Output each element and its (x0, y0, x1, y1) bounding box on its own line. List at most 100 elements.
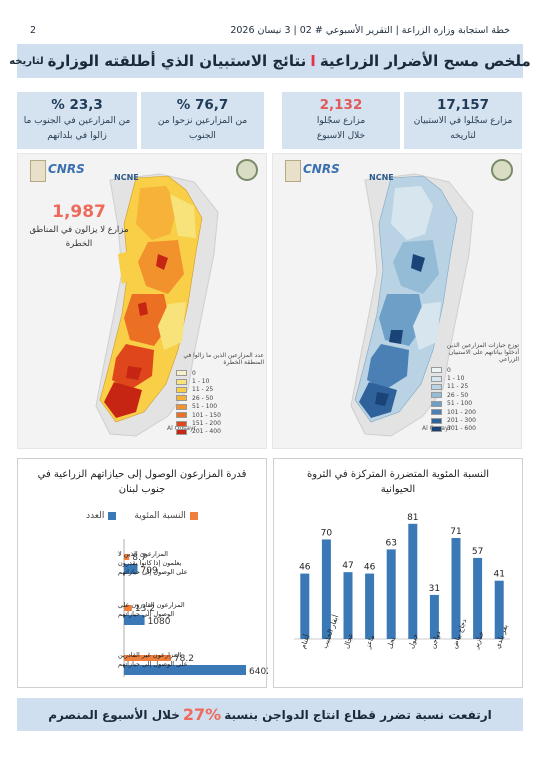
report-line: خطة استجابة وزارة الزراعة | التقرير الأس… (230, 24, 510, 36)
bar (365, 573, 375, 639)
bar (343, 572, 353, 639)
chart-legend: النسبة المئوية العدد (18, 511, 266, 521)
map-legend-holdings: توزع حيازات المزارعين الذين أدخلوا بيانا… (431, 342, 519, 433)
map-legend-danger: عدد المزارعين الذين ما زالوا في المنطقة … (176, 352, 264, 436)
bar (451, 538, 461, 639)
stat-card-remaining: % 23,3 من المزارعين في الجنوب ما زالوا ف… (17, 92, 137, 149)
legend-swatch (176, 403, 187, 410)
stamp-icon (30, 160, 46, 182)
legend-swatch (431, 417, 442, 424)
data-label: 71 (450, 527, 461, 537)
page-number: 2 (30, 24, 37, 36)
stat-label: مزارع سجّلوا (316, 116, 366, 126)
legend-swatch (176, 378, 187, 385)
footer-pct: 27% (182, 705, 222, 724)
stat-value: % 23,3 (51, 97, 103, 113)
ncne-logo: NCNE (369, 173, 394, 182)
legend-label: 26 - 50 (447, 391, 469, 399)
danger-zone-callout: 1,987 مزارع لا يزالون في المناطق الخطرة (24, 202, 134, 250)
legend-row: 11 - 25 (431, 383, 519, 391)
legend-title: عدد المزارعين الذين ما زالوا في المنطقة … (183, 352, 264, 366)
data-label-count: 1080 (148, 617, 171, 627)
bar-count (124, 615, 145, 625)
bar-pct (124, 605, 132, 611)
banner-title: ملخص مسح الأضرار الزراعية (319, 52, 531, 70)
stat-value: 17,157 (436, 97, 490, 113)
data-label: 63 (385, 538, 396, 548)
data-label: 57 (472, 547, 483, 557)
legend-title: توزع حيازات المزارعين الذين أدخلوا بيانا… (446, 342, 519, 363)
legend-label: 1 - 10 (192, 378, 210, 386)
banner-subtitle: نتائج الاستبيان الذي أطلقته الوزارة (47, 52, 307, 70)
stat-card-registered-total: 17,157 مزارع سجّلوا في الاستبيان لتاريخه (404, 92, 522, 149)
legend-row: 201 - 300 (431, 416, 519, 424)
stat-label: من المزارعين نزحوا من (157, 116, 248, 126)
chart-title: النسبة المئوية المتضررة المتركزة في الثر… (284, 467, 512, 497)
legend-label: 101 - 200 (447, 408, 476, 416)
legend-item-count: العدد (86, 511, 117, 521)
map-holdings-distribution: Al Qusayr CNRS NCNE توزع حيازات المزارعي… (272, 153, 522, 449)
legend-row: 101 - 150 (176, 411, 264, 419)
legend-label: 101 - 150 (192, 411, 221, 419)
ncne-logo: NCNE (114, 173, 139, 182)
chart-access-to-holdings: قدرة المزارعون الوصول إلى حيازاتهم الزرا… (17, 458, 268, 688)
bar (321, 539, 331, 639)
legend-swatch (176, 420, 187, 427)
footer-suffix: خلال الأسبوع المنصرم (48, 707, 180, 722)
ministry-seal-icon (491, 159, 513, 181)
bar (386, 549, 396, 639)
stamp-icon (285, 160, 301, 182)
legend-swatch (431, 375, 442, 382)
legend-row: 26 - 50 (176, 394, 264, 402)
legend-label: 11 - 25 (447, 383, 469, 391)
legend-swatch (431, 425, 442, 432)
banner-separator: I (310, 52, 316, 70)
category-label: نحل (386, 636, 398, 650)
legend-row: 1 - 10 (176, 377, 264, 385)
legend-row: 26 - 50 (431, 391, 519, 399)
data-label: 47 (342, 561, 353, 571)
map-place-label: Al Qusayr (167, 425, 197, 432)
bar-pct (124, 655, 171, 661)
data-label-pct: 13.2 (135, 604, 155, 614)
legend-swatch (176, 395, 187, 402)
category-label: المزارعون غير القادرين على الوصول إلى حيا… (118, 651, 188, 668)
legend-swatch (176, 370, 187, 377)
legend-row: 51 - 100 (176, 403, 264, 411)
footer-banner: ارتفعت نسبة تضرر قطاع انتاج الدواجن بنسب… (17, 698, 523, 731)
legend-swatch (431, 400, 442, 407)
legend-swatch (108, 512, 117, 520)
legend-row: 101 - 200 (431, 408, 519, 416)
map-graphic-danger: Al Qusayr (18, 154, 266, 448)
bar (473, 557, 483, 639)
category-label: المزارعون القادرون على الوصول إلى حيازاته… (118, 601, 185, 618)
data-label-count: 6402 (249, 667, 268, 677)
legend-label: 1 - 10 (447, 375, 465, 383)
map-graphic-holdings: Al Qusayr (273, 154, 521, 448)
stat-card-registered-week: 2,132 مزارع سجّلوا خلال الاسبوع (282, 92, 400, 149)
legend-swatch (176, 412, 187, 419)
page-header: خطة استجابة وزارة الزراعة | التقرير الأس… (30, 22, 510, 38)
data-label: 70 (321, 528, 333, 538)
banner-suffix: لتاريخه (9, 55, 44, 67)
bar-pct (124, 554, 130, 560)
legend-label: 0 (447, 366, 451, 374)
stat-label: مزارع سجّلوا في الاستبيان (413, 116, 513, 126)
legend-row: 0 (176, 369, 264, 377)
legend-swatch (431, 367, 442, 374)
data-label: 31 (429, 584, 440, 594)
legend-label: 151 - 200 (192, 420, 221, 428)
danger-zone-count: 1,987 (52, 202, 106, 222)
legend-row: 0 (431, 366, 519, 374)
bar (429, 594, 439, 639)
legend-row: 51 - 100 (431, 400, 519, 408)
section-banner: ملخص مسح الأضرار الزراعية I نتائج الاستب… (9, 44, 531, 78)
legend-label: العدد (86, 511, 105, 521)
legend-swatch (431, 409, 442, 416)
chart-title: قدرة المزارعون الوصول إلى حيازاتهم الزرا… (28, 467, 256, 497)
data-label-count: 709 (141, 566, 158, 576)
stat-label-2: زالوا في بلداتهم (47, 131, 107, 141)
footer-prefix: ارتفعت نسبة تضرر قطاع انتاج الدواجن بنسب… (224, 707, 492, 722)
legend-item-pct: النسبة المئوية (134, 511, 198, 521)
